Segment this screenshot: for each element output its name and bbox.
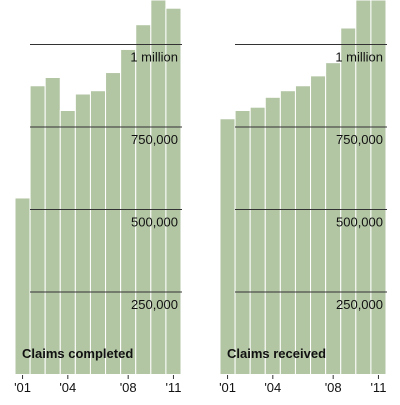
bar (370, 0, 387, 375)
x-tick-label: '08 (325, 380, 342, 395)
bar (59, 110, 76, 375)
claims-received-chart: 250,000 500,000 750,000 1 million Claims rec… (219, 0, 387, 395)
bar (135, 24, 152, 375)
y-tick-label: 250,000 (336, 297, 383, 312)
x-tick-label: '11 (370, 380, 386, 395)
bar (165, 7, 182, 375)
bar (294, 85, 312, 375)
bar (105, 72, 122, 376)
bar (74, 93, 91, 375)
bar (89, 90, 107, 375)
y-tick-label: 500,000 (131, 215, 178, 230)
y-tick-label: 250,000 (131, 297, 178, 312)
bar (264, 96, 281, 376)
bar (120, 48, 137, 375)
chart-title: Claims completed (22, 346, 133, 361)
bar (249, 106, 266, 375)
claims-completed-chart: 250,000 500,000 750,000 1 million Claims com… (14, 0, 182, 395)
x-tick-label: '08 (120, 380, 137, 395)
bar (279, 90, 296, 375)
x-tick-label: '01 (219, 380, 236, 395)
y-tick-label: 1 million (335, 50, 383, 65)
x-tick-label: '04 (264, 380, 281, 395)
bar (310, 75, 327, 375)
bar (219, 118, 236, 375)
y-tick-label: 500,000 (336, 215, 383, 230)
bar (44, 77, 61, 375)
bar (340, 27, 357, 375)
y-tick-label: 750,000 (336, 132, 383, 147)
x-tick-label: '01 (14, 380, 31, 395)
chart-title: Claims received (227, 346, 326, 361)
y-tick-label: 1 million (130, 50, 178, 65)
bar (234, 110, 251, 375)
y-tick-label: 750,000 (131, 132, 178, 147)
x-tick-label: '04 (59, 380, 76, 395)
x-tick-label: '11 (165, 380, 181, 395)
bar (29, 85, 46, 375)
